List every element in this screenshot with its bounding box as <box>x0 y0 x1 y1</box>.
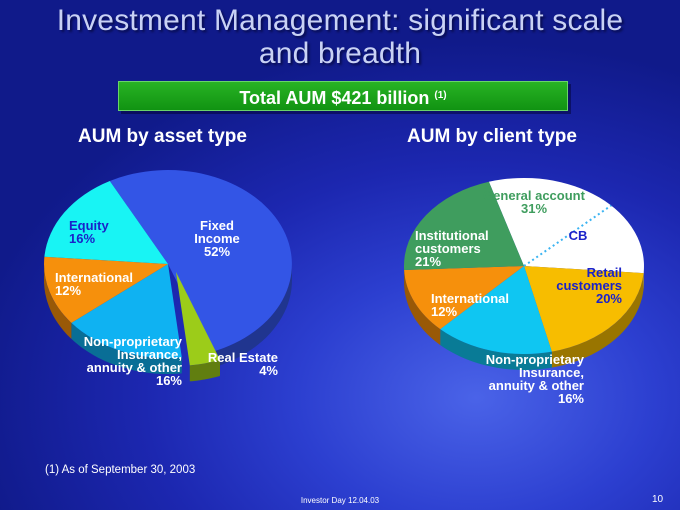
total-aum-banner: Total AUM $421 billion (1) <box>118 81 568 111</box>
total-aum-footnote-ref: (1) <box>434 90 447 101</box>
page-number: 10 <box>652 494 664 505</box>
pie-slice <box>109 170 292 352</box>
pie-slice-side <box>44 264 72 339</box>
slice-label: International 12% <box>431 291 509 319</box>
slice-label: Retail customers 20% <box>556 265 622 306</box>
pie-slice <box>524 266 644 352</box>
slide-title-line-1: Investment Management: significant scale <box>56 4 624 37</box>
client-type-chart-title: AUM by client type <box>407 126 577 147</box>
slice-label: Institutional customers 21% <box>415 228 489 269</box>
client-type-pie-chart: CB General account 31% Retail customers 20% No… <box>403 177 644 406</box>
pie-slice <box>403 181 524 270</box>
slice-label: Fixed Income 52% <box>194 218 240 259</box>
pie-slice <box>488 177 644 274</box>
pie-slice-side <box>71 322 182 374</box>
slice-label: Non-proprietary Insurance, annuity & other… <box>486 352 585 406</box>
asset-type-chart-title: AUM by asset type <box>78 126 247 147</box>
pie-slice-side <box>440 329 552 370</box>
slice-label: Non-proprietary Insurance, annuity & other… <box>84 334 183 388</box>
pie-slice-side <box>212 264 292 368</box>
pie-slice <box>404 266 524 330</box>
pie-slice <box>71 264 182 358</box>
footer-event-date: Investor Day 12.04.03 <box>300 496 380 505</box>
pie-slice <box>44 256 168 323</box>
pie-slice <box>176 272 220 366</box>
cb-annotation: CB <box>569 228 588 243</box>
slice-label: Real Estate 4% <box>208 350 279 378</box>
total-aum-text: Total AUM $421 billion <box>239 88 430 108</box>
pie-slice-side <box>551 273 644 368</box>
footnote: (1) As of September 30, 2003 <box>45 464 196 476</box>
pie-slice <box>440 266 552 355</box>
slide-title: Investment Management: significant scale… <box>0 4 680 70</box>
slice-label: Equity 16% <box>69 218 109 246</box>
slide-title-line-2: and breadth <box>258 37 422 70</box>
slice-label: International 12% <box>55 270 133 298</box>
pie-slice-side <box>404 270 441 346</box>
asset-type-pie-chart: Fixed Income 52% Real Estate 4% Non-proprieta… <box>44 170 292 388</box>
pie-slice <box>44 181 168 264</box>
pie-slice-side <box>189 359 220 382</box>
slice-label: General account 31% <box>483 188 586 216</box>
